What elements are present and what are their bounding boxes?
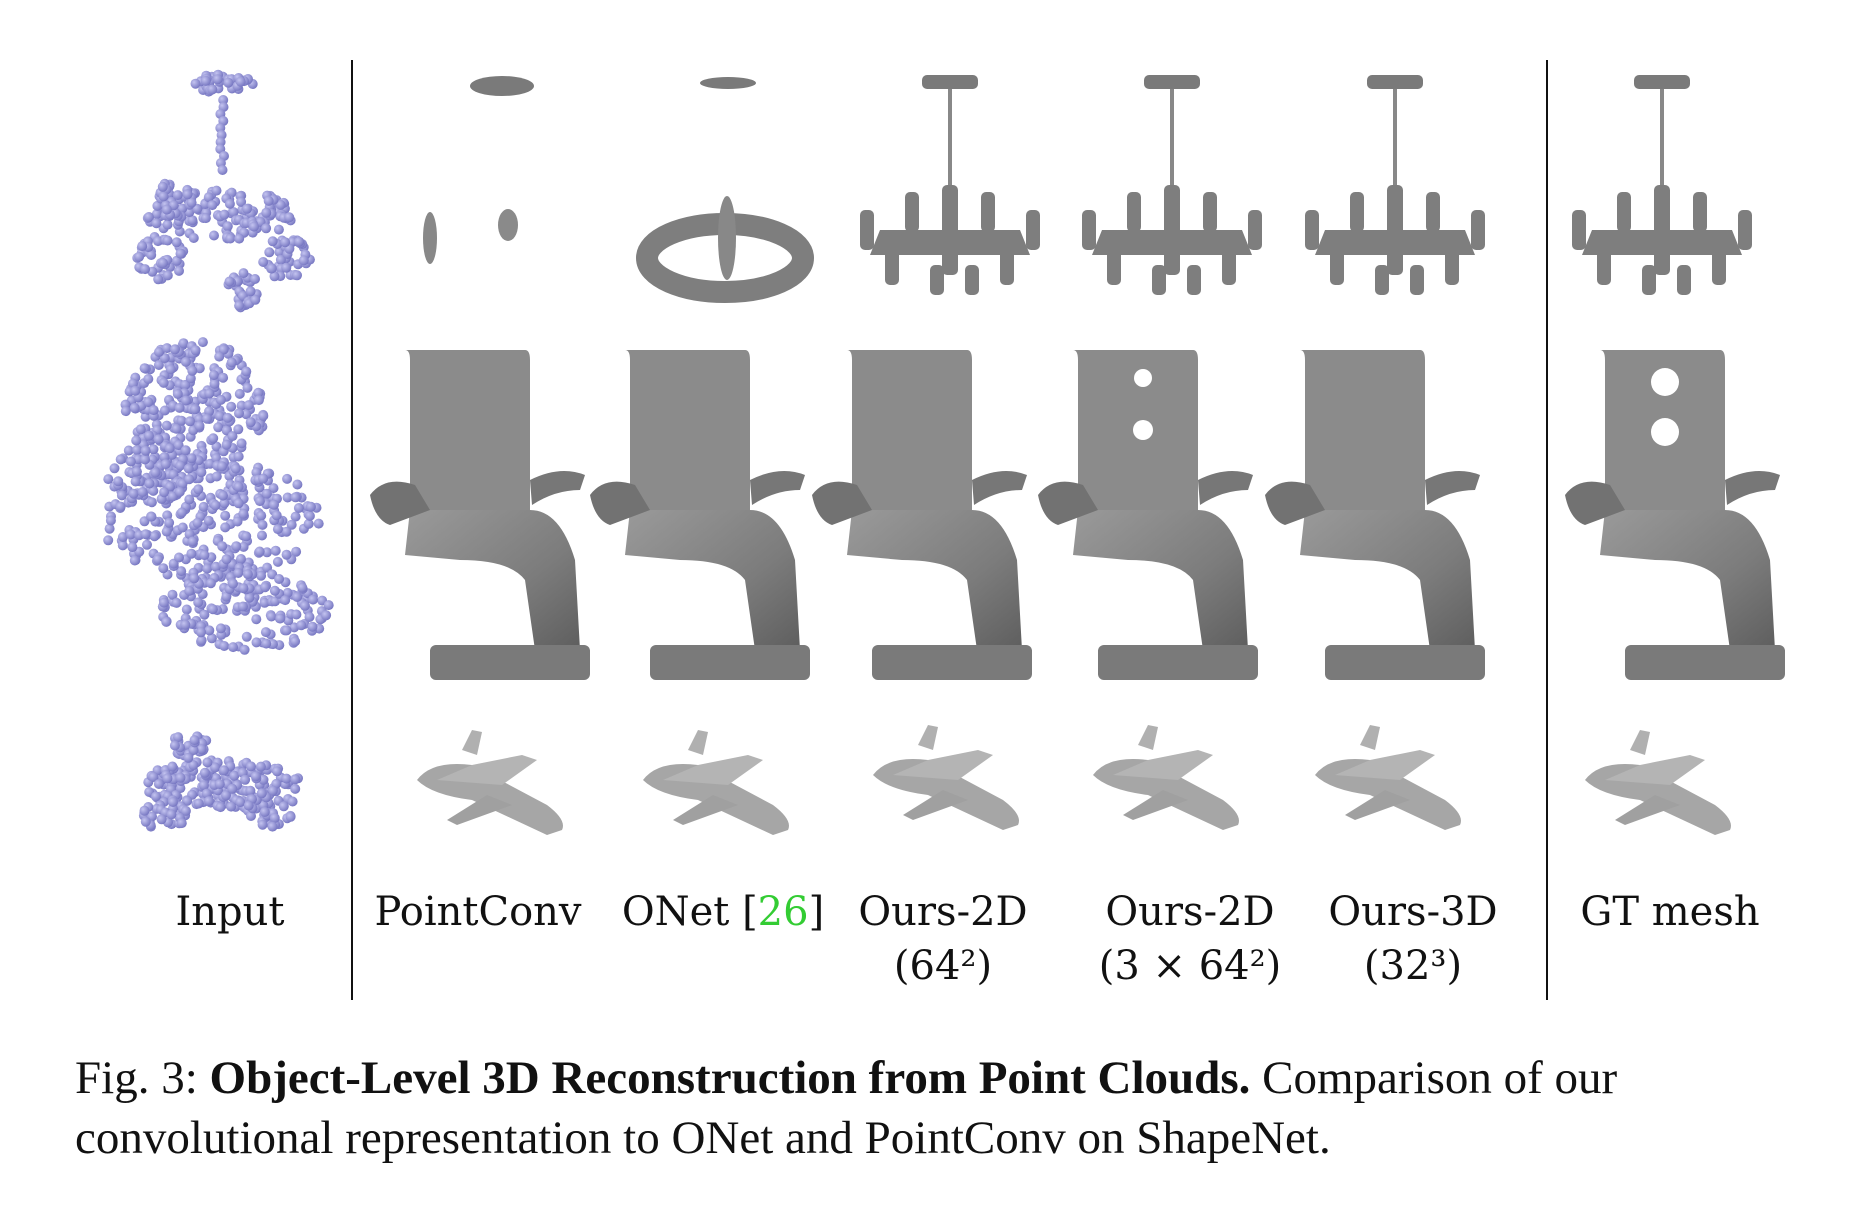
pointconv-chandelier-mesh (423, 76, 534, 264)
ours2d3-chair-mesh (1038, 350, 1258, 680)
ours2d-airplane-mesh (873, 725, 1019, 830)
caption-body: Comparison of our convolutional represen… (75, 1052, 1618, 1164)
ours3d-chair-mesh (1265, 350, 1485, 680)
pointconv-airplane-mesh (417, 730, 563, 835)
figure-caption: Fig. 3: Object-Level 3D Reconstruction f… (75, 1048, 1835, 1168)
label-gt-mesh: GT mesh (1580, 889, 1760, 935)
ours3d-airplane-mesh (1315, 725, 1461, 830)
onet-chandelier-mesh (636, 77, 814, 303)
ours2d-chair-mesh (812, 350, 1032, 680)
label-input: Input (175, 889, 285, 935)
label-ours2d-3planes: Ours-2D (3 × 64²) (1098, 889, 1282, 989)
ours2d-chandelier-mesh (858, 73, 1042, 297)
label-ours3d: Ours-3D (32³) (1328, 889, 1498, 989)
label-onet: ONet [26] (621, 889, 825, 935)
label-pointconv: PointConv (374, 889, 582, 935)
onet-chair-mesh (590, 350, 810, 680)
figure-panel (103, 60, 1785, 1000)
input-airplane-pointcloud (138, 731, 303, 832)
gt-chair-mesh (1565, 350, 1785, 680)
citation-link[interactable]: 26 (757, 889, 809, 935)
pointconv-chair-mesh (370, 350, 590, 680)
gt-chandelier-mesh (1570, 73, 1754, 297)
label-ours2d: Ours-2D (64²) (858, 889, 1028, 989)
ours3d-chandelier-mesh (1303, 73, 1487, 297)
ours2d3-chandelier-mesh (1080, 73, 1264, 297)
caption-title: Object-Level 3D Reconstruction from Poin… (209, 1052, 1251, 1104)
onet-airplane-mesh (643, 730, 789, 835)
gt-airplane-mesh (1585, 730, 1731, 835)
caption-prefix: Fig. 3: (75, 1052, 210, 1104)
input-chair-pointcloud (103, 337, 334, 655)
input-chandelier-pointcloud (132, 69, 315, 313)
ours2d3-airplane-mesh (1093, 725, 1239, 830)
